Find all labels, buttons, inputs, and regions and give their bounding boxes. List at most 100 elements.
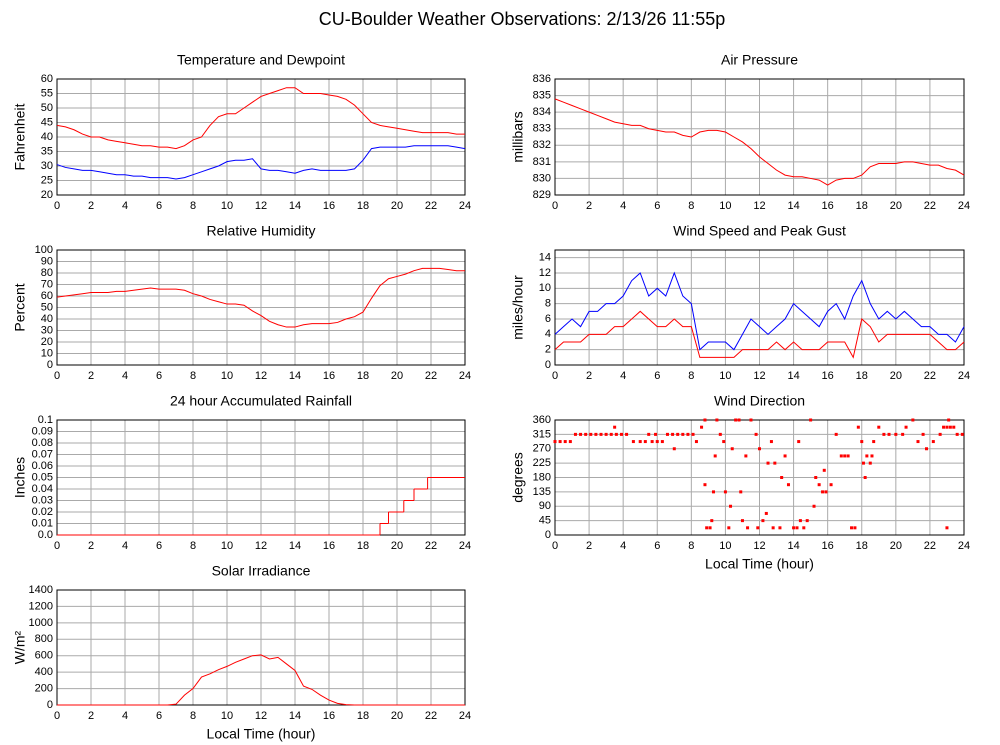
y-axis-label: Fahrenheit bbox=[12, 103, 28, 170]
data-point bbox=[901, 432, 905, 436]
data-point bbox=[955, 432, 959, 436]
data-point bbox=[960, 432, 964, 436]
x-tick-label: 4 bbox=[122, 540, 128, 552]
data-point bbox=[856, 425, 860, 429]
x-tick-label: 22 bbox=[924, 370, 936, 382]
data-point bbox=[711, 490, 715, 494]
chart-panel: 0 2 4 6 8 10 12 14 16 18 20 22 248298308318328338348… bbox=[510, 52, 970, 212]
data-point bbox=[589, 432, 593, 436]
x-tick-label: 0 bbox=[54, 710, 60, 722]
x-tick-label: 0 bbox=[552, 540, 558, 552]
data-point bbox=[938, 432, 942, 436]
data-point bbox=[839, 454, 843, 458]
data-point bbox=[553, 440, 557, 444]
y-tick-label: 0.05 bbox=[32, 471, 53, 483]
y-axis-label: millibars bbox=[510, 111, 526, 162]
x-tick-label: 4 bbox=[620, 370, 626, 382]
y-tick-label: 10 bbox=[539, 282, 551, 294]
y-tick-label: 0.08 bbox=[32, 437, 53, 449]
data-point bbox=[737, 418, 741, 422]
x-tick-label: 8 bbox=[688, 540, 694, 552]
y-tick-label: 836 bbox=[533, 73, 551, 85]
x-tick-label: 0 bbox=[54, 540, 60, 552]
data-point bbox=[654, 432, 658, 436]
x-tick-label: 20 bbox=[890, 370, 902, 382]
x-tick-label: 12 bbox=[255, 200, 267, 212]
x-tick-label: 2 bbox=[88, 710, 94, 722]
chart-title: Air Pressure bbox=[721, 52, 798, 68]
x-tick-label: 4 bbox=[122, 200, 128, 212]
data-point bbox=[764, 511, 768, 515]
x-tick-label: 24 bbox=[459, 710, 471, 722]
x-tick-label: 2 bbox=[88, 370, 94, 382]
y-tick-label: 4 bbox=[545, 328, 551, 340]
y-tick-label: 835 bbox=[533, 89, 551, 101]
y-tick-label: 100 bbox=[35, 244, 53, 256]
y-tick-label: 1000 bbox=[29, 617, 53, 629]
data-point bbox=[766, 461, 770, 465]
data-point bbox=[723, 490, 727, 494]
y-tick-label: 0.04 bbox=[32, 483, 53, 495]
data-point bbox=[925, 447, 929, 451]
y-tick-label: 0.0 bbox=[38, 529, 53, 541]
data-point bbox=[613, 425, 617, 429]
data-point bbox=[853, 526, 857, 530]
data-point bbox=[681, 432, 685, 436]
x-tick-label: 14 bbox=[787, 370, 799, 382]
y-tick-label: 30 bbox=[41, 160, 53, 172]
y-tick-label: 10 bbox=[41, 347, 53, 359]
x-tick-label: 0 bbox=[54, 200, 60, 212]
y-tick-label: 360 bbox=[533, 414, 551, 426]
x-tick-label: 16 bbox=[822, 370, 834, 382]
data-point bbox=[676, 432, 680, 436]
x-tick-label: 8 bbox=[190, 540, 196, 552]
y-tick-label: 45 bbox=[41, 116, 53, 128]
data-point bbox=[665, 432, 669, 436]
x-tick-label: 18 bbox=[856, 540, 868, 552]
y-tick-label: 50 bbox=[41, 301, 53, 313]
x-tick-label: 20 bbox=[391, 200, 403, 212]
x-tick-label: 14 bbox=[289, 200, 301, 212]
y-tick-label: 90 bbox=[41, 255, 53, 267]
data-line bbox=[554, 98, 965, 186]
data-point bbox=[773, 461, 777, 465]
data-point bbox=[614, 432, 618, 436]
data-point bbox=[824, 490, 828, 494]
chart-title: 24 hour Accumulated Rainfall bbox=[170, 393, 352, 409]
x-tick-label: 24 bbox=[958, 200, 970, 212]
data-point bbox=[945, 526, 949, 530]
data-point bbox=[754, 432, 758, 436]
data-point bbox=[921, 432, 925, 436]
y-tick-label: 600 bbox=[35, 650, 53, 662]
data-point bbox=[729, 504, 733, 508]
y-tick-label: 830 bbox=[533, 172, 551, 184]
data-point bbox=[850, 526, 854, 530]
x-tick-label: 4 bbox=[620, 540, 626, 552]
data-point bbox=[817, 483, 821, 487]
page-title: CU-Boulder Weather Observations: 2/13/26… bbox=[319, 9, 726, 29]
data-point bbox=[734, 418, 738, 422]
x-tick-label: 20 bbox=[391, 540, 403, 552]
y-tick-label: 0.09 bbox=[32, 425, 53, 437]
x-tick-label: 24 bbox=[459, 200, 471, 212]
x-tick-label: 16 bbox=[323, 710, 335, 722]
chart-panel: 0 2 4 6 8 10 12 14 16 18 20 22 240102030405060708090… bbox=[12, 223, 471, 382]
y-tick-label: 35 bbox=[41, 145, 53, 157]
x-tick-label: 14 bbox=[289, 710, 301, 722]
data-point bbox=[780, 476, 784, 479]
data-point bbox=[573, 432, 577, 436]
data-point bbox=[942, 425, 946, 429]
plot-frame bbox=[554, 78, 965, 196]
x-tick-label: 8 bbox=[688, 370, 694, 382]
x-tick-label: 24 bbox=[958, 540, 970, 552]
y-tick-label: 0 bbox=[545, 529, 551, 541]
data-point bbox=[798, 519, 802, 523]
x-tick-label: 2 bbox=[586, 370, 592, 382]
x-tick-label: 6 bbox=[654, 370, 660, 382]
data-point bbox=[887, 432, 891, 436]
y-tick-label: 800 bbox=[35, 633, 53, 645]
data-point bbox=[604, 432, 608, 436]
data-point bbox=[829, 483, 833, 487]
